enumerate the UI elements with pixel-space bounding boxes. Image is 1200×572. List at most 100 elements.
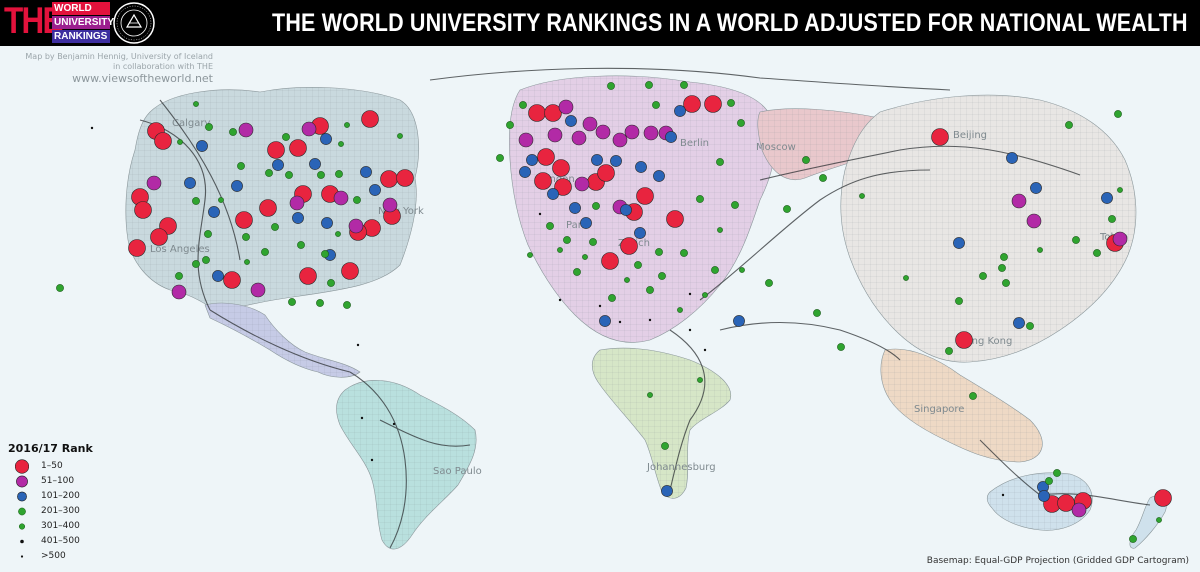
legend-label: 1–50 <box>41 461 63 471</box>
university-marker <box>338 141 344 147</box>
university-marker <box>547 127 563 143</box>
logo-word-rankings: RANKINGS <box>52 30 110 43</box>
university-marker <box>717 227 723 233</box>
legend-symbol-101-200 <box>17 491 27 502</box>
legend-item: 51–100 <box>8 474 128 489</box>
university-marker <box>321 217 333 229</box>
university-marker <box>979 272 987 280</box>
university-marker <box>571 130 587 146</box>
university-marker <box>192 197 200 205</box>
university-marker <box>859 193 865 199</box>
university-marker <box>607 82 615 90</box>
legend-symbol-401-500 <box>20 539 24 544</box>
university-marker <box>547 188 559 200</box>
university-marker <box>813 309 821 317</box>
university-marker <box>931 128 949 146</box>
university-marker <box>341 262 359 280</box>
university-marker <box>282 133 290 141</box>
university-marker <box>624 124 640 140</box>
university-marker <box>229 128 237 136</box>
university-marker <box>537 148 555 166</box>
university-marker <box>648 318 652 322</box>
university-marker <box>597 164 615 182</box>
university-marker <box>1006 152 1018 164</box>
legend-item: 301–400 <box>8 519 128 534</box>
university-marker <box>259 199 277 217</box>
university-marker <box>1112 231 1128 247</box>
university-marker <box>128 239 146 257</box>
university-marker <box>731 201 739 209</box>
legend-item: 1–50 <box>8 459 128 474</box>
university-marker <box>733 315 745 327</box>
university-marker <box>969 392 977 400</box>
city-label-new-york: New York <box>378 206 424 217</box>
university-marker <box>335 231 341 237</box>
legend-symbol-1-50 <box>15 459 29 474</box>
university-marker <box>1101 192 1113 204</box>
university-marker <box>134 201 152 219</box>
university-marker <box>655 248 663 256</box>
university-marker <box>1071 502 1087 518</box>
university-marker <box>589 238 597 246</box>
the-logo-words: WORLD UNIVERSITY RANKINGS <box>52 2 114 44</box>
university-marker <box>271 223 279 231</box>
university-marker <box>526 154 538 166</box>
university-marker <box>146 175 162 191</box>
university-marker <box>177 139 183 145</box>
legend-item: 401–500 <box>8 534 128 549</box>
legend-symbol-201-300 <box>18 507 26 516</box>
university-marker <box>356 343 360 347</box>
university-marker <box>819 174 827 182</box>
city-label-johannesburg: Johannesburg <box>646 462 716 473</box>
legend-item: >500 <box>8 549 128 564</box>
university-marker <box>647 392 653 398</box>
university-marker <box>955 331 973 349</box>
university-marker <box>205 123 213 131</box>
university-marker <box>150 228 168 246</box>
university-marker <box>955 297 963 305</box>
university-marker <box>292 212 304 224</box>
university-marker <box>674 105 686 117</box>
city-label-los-angeles: Los Angeles <box>150 244 210 255</box>
university-marker <box>348 218 364 234</box>
university-marker <box>244 259 250 265</box>
university-marker <box>765 279 773 287</box>
university-marker <box>704 95 722 113</box>
university-marker <box>196 140 208 152</box>
university-marker <box>90 126 94 130</box>
university-marker <box>316 299 324 307</box>
university-marker <box>652 101 660 109</box>
university-marker <box>519 101 527 109</box>
university-marker <box>360 416 364 420</box>
university-marker <box>397 133 403 139</box>
page-title: THE WORLD UNIVERSITY RANKINGS IN A WORLD… <box>272 9 1188 37</box>
connection-branches <box>139 67 1151 549</box>
city-label-hong-kong: Hong Kong <box>958 336 1012 347</box>
university-marker <box>335 170 343 178</box>
rank-legend: 2016/17 Rank 1–50 51–100 101–200 201–300… <box>8 441 128 564</box>
university-marker <box>634 227 646 239</box>
university-markers <box>56 81 1172 543</box>
university-marker <box>218 197 224 203</box>
university-marker <box>242 233 250 241</box>
university-marker <box>382 197 398 213</box>
university-marker <box>534 172 552 190</box>
university-marker <box>677 307 683 313</box>
university-marker <box>653 170 665 182</box>
map-credit: Map by Benjamin Hennig, University of Ic… <box>8 52 213 85</box>
university-marker <box>680 81 688 89</box>
university-marker <box>1117 187 1123 193</box>
university-marker <box>223 271 241 289</box>
university-marker <box>666 210 684 228</box>
university-marker <box>361 110 379 128</box>
university-marker <box>272 159 284 171</box>
university-marker <box>56 284 64 292</box>
university-marker <box>528 104 546 122</box>
university-marker <box>285 171 293 179</box>
university-marker <box>370 458 374 462</box>
university-marker <box>175 272 183 280</box>
university-marker <box>380 170 398 188</box>
city-label-singapore: Singapore <box>914 404 964 415</box>
